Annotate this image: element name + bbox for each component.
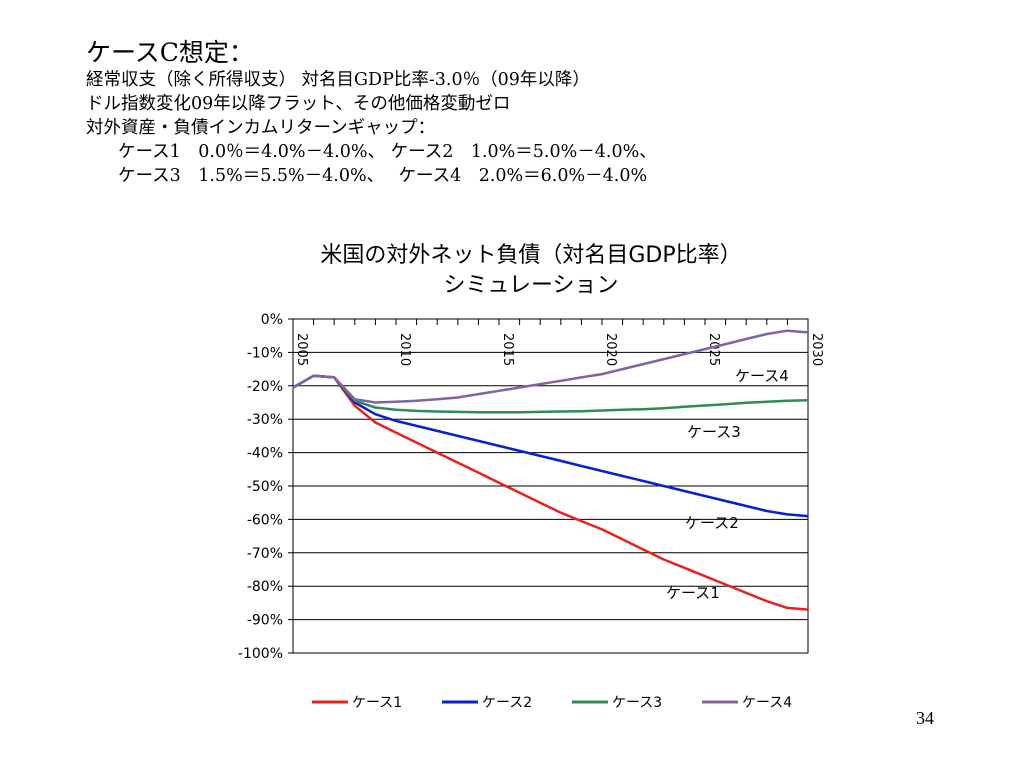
series-line-ケース4	[292, 329, 809, 404]
page-number: 34	[916, 708, 934, 728]
series-line-ケース3	[292, 374, 809, 414]
x-tick-label: 2020	[603, 333, 618, 366]
slide-line-dollar: ドル指数変化09年以降フラット、その他価格変動ゼロ	[86, 94, 511, 114]
x-tick-label: 2030	[809, 333, 824, 366]
inline-label-ケース2: ケース2	[685, 514, 739, 532]
legend-label-ケース1: ケース1	[352, 695, 402, 711]
series-line-ケース2	[292, 374, 809, 518]
y-tick-label: -40%	[247, 446, 283, 462]
x-tick-label: 2015	[500, 333, 515, 366]
legend-label-ケース4: ケース4	[742, 695, 792, 711]
y-tick-label: -20%	[247, 379, 283, 395]
series-lines	[292, 329, 809, 611]
legend-label-ケース2: ケース2	[482, 695, 532, 711]
y-tick-label: -30%	[247, 412, 283, 428]
inline-label-ケース3: ケース3	[687, 423, 741, 441]
y-axis-ticks: 0% -10% -20% -30% -40% -50% -60% -70% -80% -90% -1…	[238, 312, 293, 662]
inline-label-ケース1: ケース1	[666, 584, 720, 602]
y-tick-label: -100%	[238, 646, 283, 662]
slide-title: ケースC想定：	[86, 38, 254, 67]
inline-label-ケース4: ケース4	[735, 367, 789, 385]
legend-label-ケース3: ケース3	[612, 695, 662, 711]
chart-subtitle: シミュレーション	[443, 273, 618, 298]
slide-line-cases-3-4: ケース3 1.5%＝5.5%－4.0%、 ケース4 2.0%＝6.0%－4.0%	[118, 166, 648, 186]
y-tick-label: -80%	[247, 579, 283, 595]
series-line-ケース1	[292, 374, 809, 611]
x-tick-label: 2025	[706, 333, 721, 366]
slide-line-cases-1-2: ケース1 0.0％＝4.0%－4.0%、 ケース2 1.0%＝5.0%－4.0%…	[118, 142, 657, 162]
y-tick-label: 0%	[261, 312, 283, 328]
x-tick-label: 2010	[397, 333, 412, 366]
grid-lines	[293, 318, 808, 654]
series-inline-labels: ケース1 ケース2 ケース3 ケース4	[666, 367, 789, 602]
y-tick-label: -60%	[247, 512, 283, 528]
slide-line-assumption: 経常収支（除く所得収支） 対名目GDP比率-3.0％（09年以降）	[86, 70, 590, 90]
chart-title: 米国の対外ネット負債（対名目GDP比率）	[320, 243, 741, 268]
slide-text-block: ケースC想定： 経常収支（除く所得収支） 対名目GDP比率-3.0％（09年以降…	[86, 38, 657, 188]
y-tick-label: -90%	[247, 613, 283, 629]
y-tick-label: -10%	[247, 345, 283, 361]
x-axis-ticks: 2005 2010 2015 2020 2025 2030	[292, 319, 824, 366]
y-tick-label: -50%	[247, 479, 283, 495]
x-tick-label: 2005	[294, 333, 309, 366]
slide-line-income-gap: 対外資産・負債インカムリターンギャップ：	[86, 118, 436, 138]
y-tick-label: -70%	[247, 546, 283, 562]
chart-legend: ケース1 ケース2 ケース3 ケース4	[312, 695, 792, 711]
